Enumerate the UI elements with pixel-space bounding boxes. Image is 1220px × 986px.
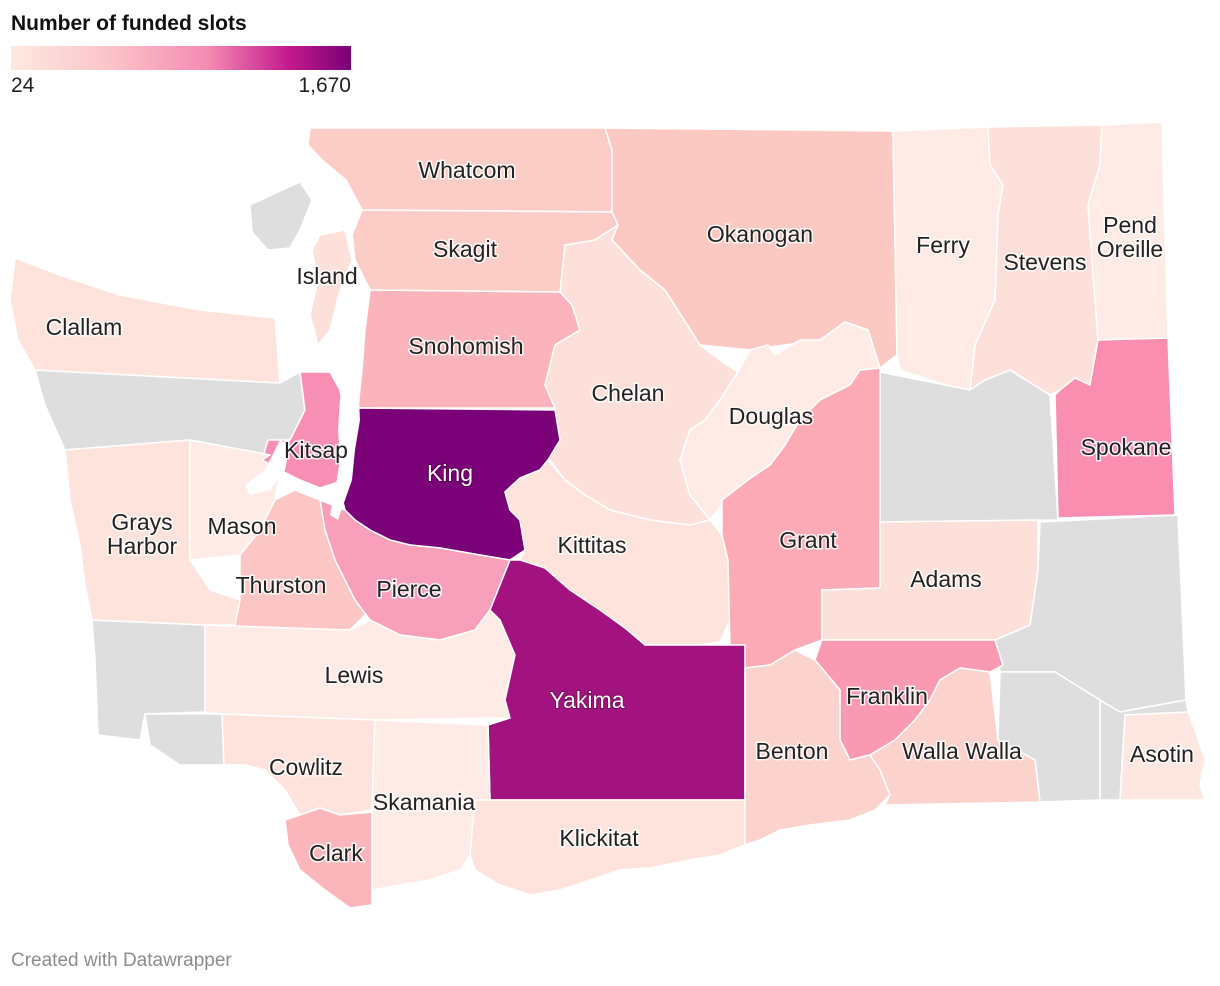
label-grant: Grant (779, 527, 837, 553)
legend-labels: 24 1,670 (11, 74, 351, 98)
legend: Number of funded slots 24 1,670 (11, 10, 351, 98)
label-adams: Adams (910, 566, 982, 592)
county-labels: Whatcom Okanogan Ferry Stevens Pend Oreil… (44, 156, 1195, 868)
label-ferry: Ferry (916, 232, 970, 258)
county-spokane[interactable] (1054, 337, 1176, 519)
puget-sound (330, 375, 360, 520)
county-asotin[interactable] (1119, 711, 1206, 801)
label-whatcom: Whatcom (418, 157, 515, 183)
credit: Created with Datawrapper (11, 950, 232, 971)
label-pierce: Pierce (376, 576, 441, 602)
label-grays-harbor: Grays Harbor (107, 509, 178, 559)
label-asotin: Asotin (1130, 741, 1194, 767)
label-cowlitz: Cowlitz (269, 754, 343, 780)
label-walla-walla: Walla Walla (902, 738, 1022, 764)
label-king: King (427, 460, 473, 486)
label-spokane: Spokane (1081, 434, 1172, 460)
county-island[interactable] (309, 229, 353, 346)
label-mason: Mason (207, 513, 276, 539)
label-stevens: Stevens (1003, 249, 1086, 275)
label-thurston: Thurston (236, 572, 327, 598)
puget-sound-water (245, 375, 360, 520)
no-data-counties (33, 181, 1189, 803)
county-klickitat[interactable] (469, 799, 746, 896)
county-lincoln (879, 369, 1059, 523)
label-chelan: Chelan (592, 380, 665, 406)
label-klickitat: Klickitat (559, 825, 639, 851)
label-okanogan: Okanogan (707, 221, 813, 247)
label-kittitas: Kittitas (557, 532, 626, 558)
label-franklin: Franklin (846, 683, 928, 709)
label-clark: Clark (309, 840, 363, 866)
county-walla-walla[interactable] (869, 667, 1041, 806)
label-snohomish: Snohomish (408, 333, 523, 359)
legend-title: Number of funded slots (11, 12, 247, 35)
label-douglas: Douglas (729, 403, 813, 429)
hood-canal (245, 440, 290, 495)
county-clark[interactable] (284, 807, 373, 909)
legend-max-label: 1,670 (298, 74, 351, 97)
label-skamania: Skamania (373, 789, 475, 815)
county-clallam[interactable] (9, 257, 281, 384)
label-benton: Benton (756, 738, 829, 764)
legend-color-scale (11, 46, 351, 70)
county-yakima[interactable] (487, 559, 746, 801)
label-lewis: Lewis (325, 662, 384, 688)
counties (9, 121, 1206, 909)
county-wahkiakum (144, 713, 225, 766)
label-island: Island (296, 263, 357, 289)
label-yakima: Yakima (550, 687, 625, 713)
label-kitsap: Kitsap (284, 437, 348, 463)
county-san-juan (249, 181, 313, 251)
label-clallam: Clallam (46, 314, 123, 340)
label-skagit: Skagit (433, 236, 498, 262)
legend-min-label: 24 (11, 74, 35, 97)
label-pend-oreille: Pend Oreille (1097, 212, 1163, 262)
